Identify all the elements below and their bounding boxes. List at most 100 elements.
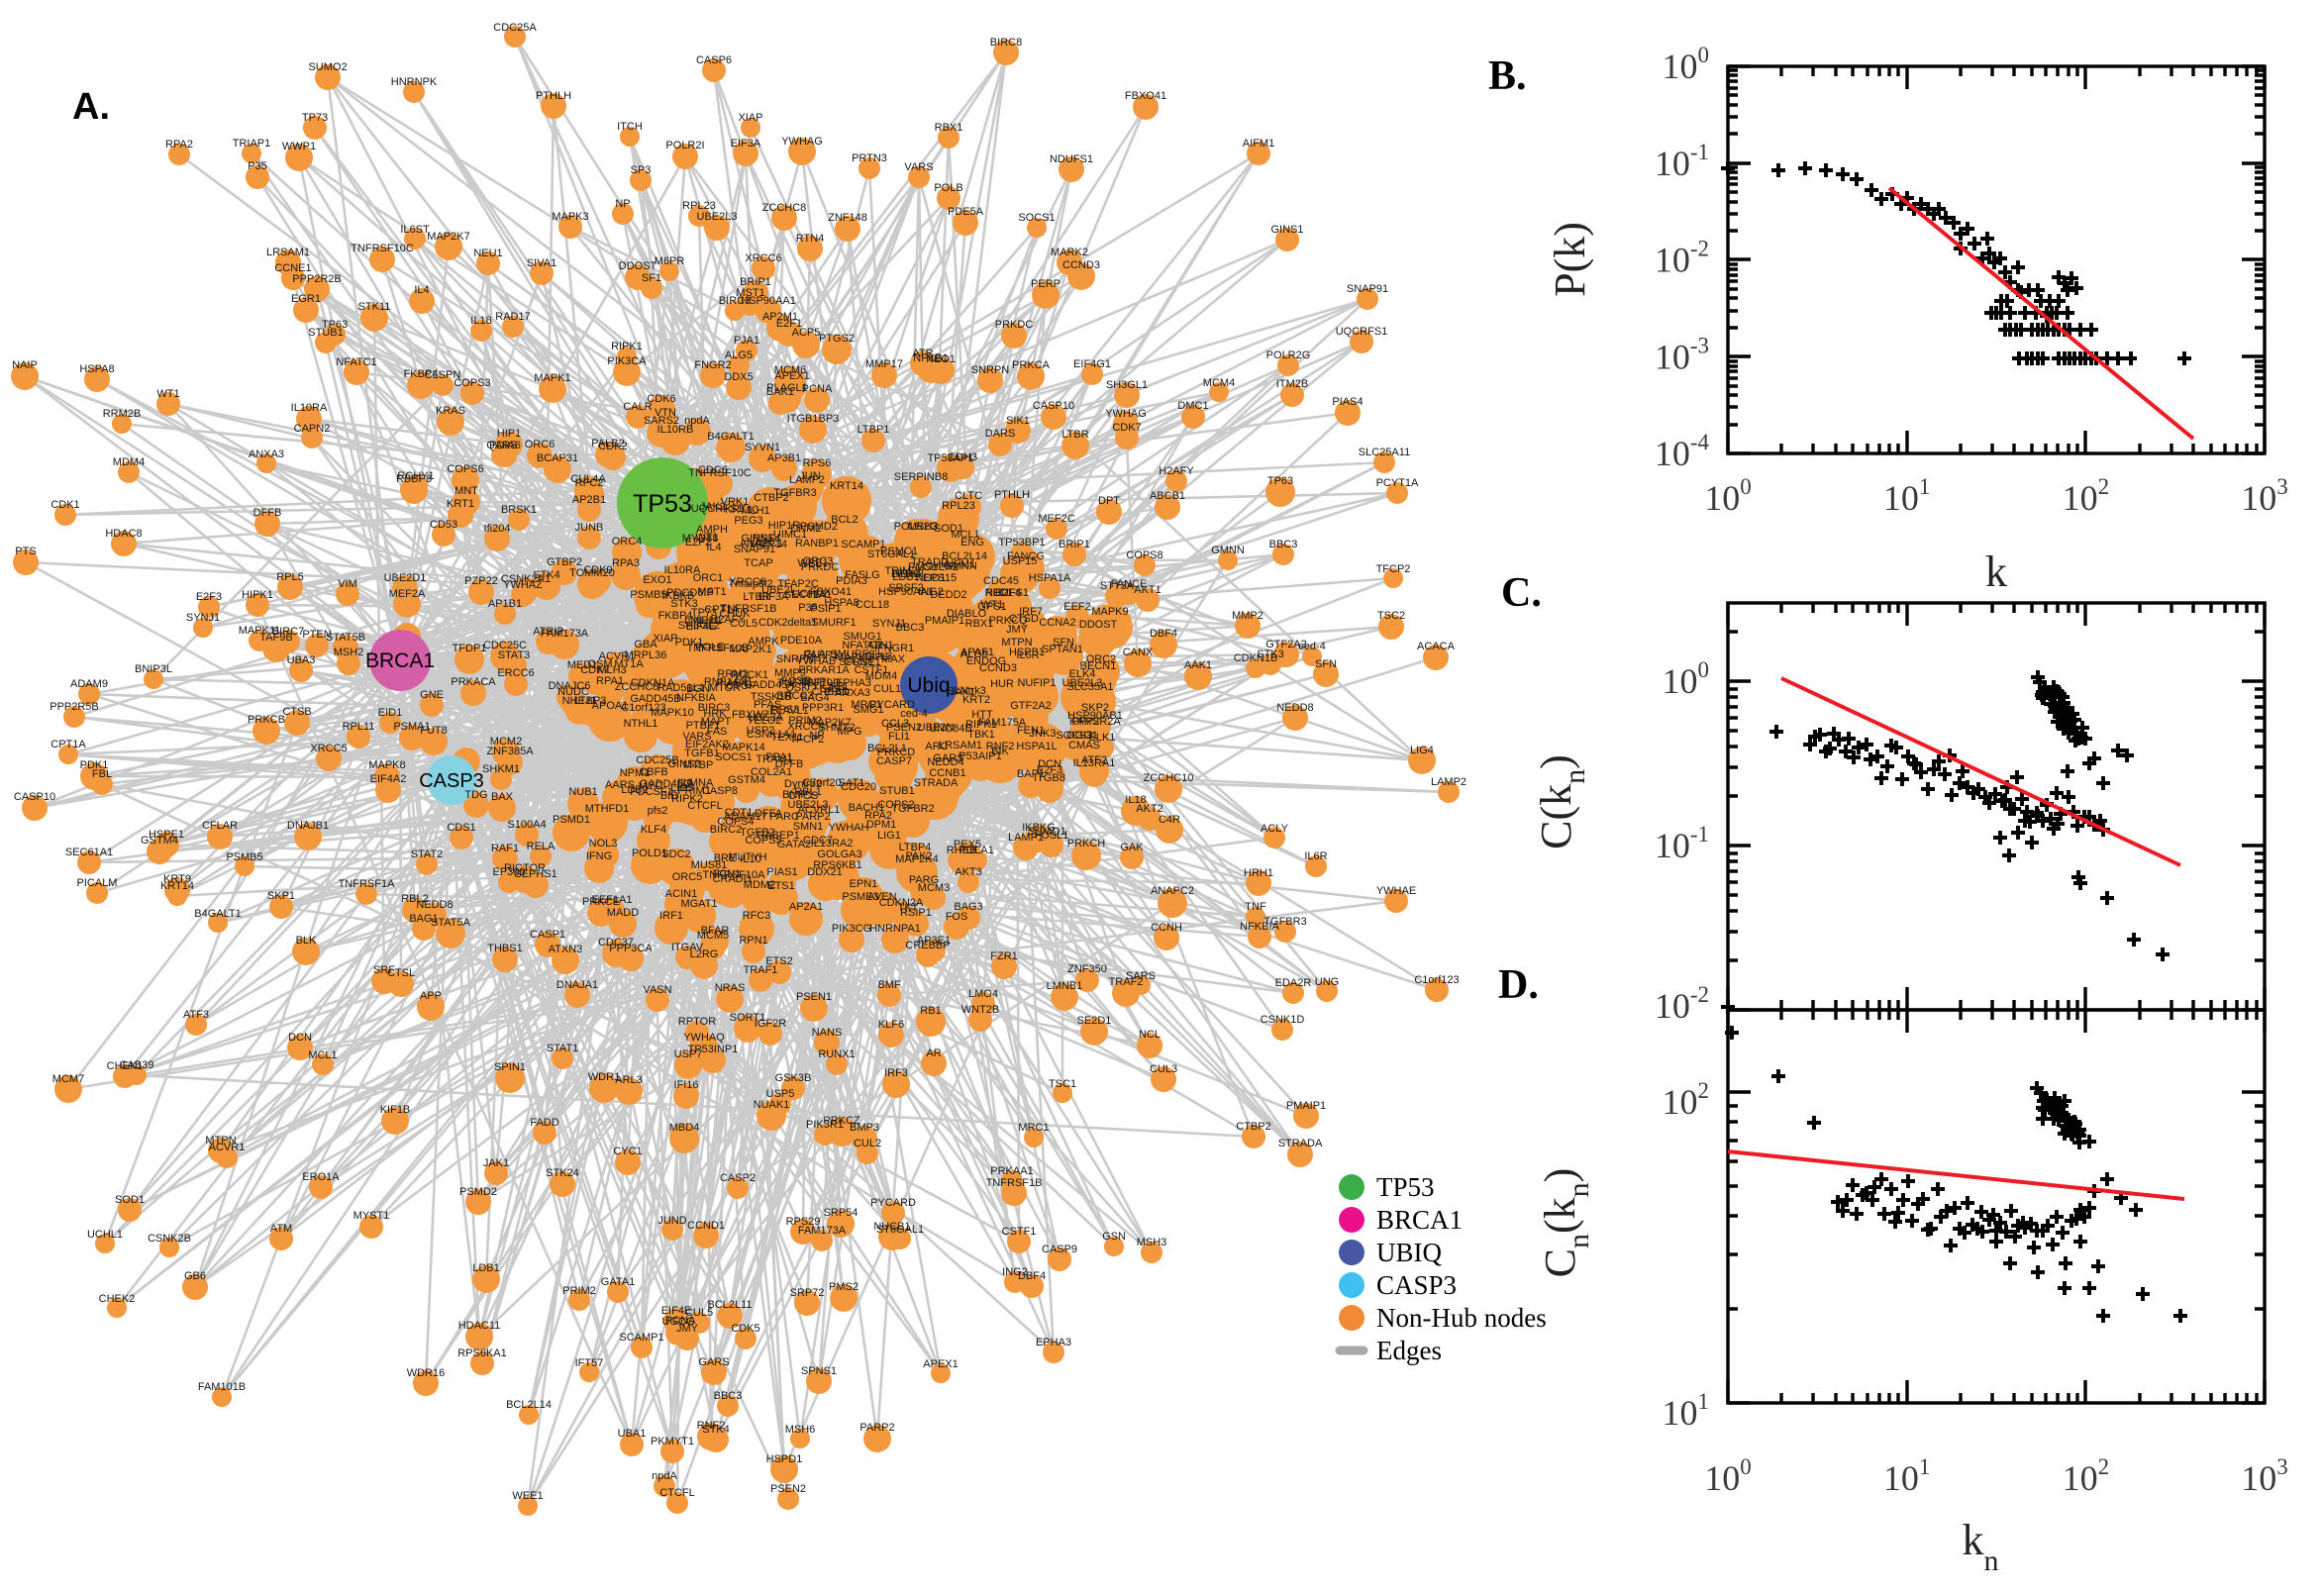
svg-text:CASP9: CASP9 — [1042, 1244, 1077, 1255]
svg-text:CUL5: CUL5 — [685, 1307, 713, 1319]
svg-text:CCND3: CCND3 — [979, 662, 1017, 674]
svg-text:ING2: ING2 — [1002, 1266, 1028, 1278]
svg-text:JAK2: JAK2 — [700, 501, 726, 513]
svg-text:RNF2: RNF2 — [986, 741, 1015, 752]
svg-text:YWHAG: YWHAG — [781, 136, 823, 148]
svg-text:IL6ST: IL6ST — [400, 224, 430, 236]
svg-text:MSH6: MSH6 — [785, 1424, 816, 1436]
svg-text:POLB: POLB — [934, 182, 962, 194]
svg-text:TNFRSF10C: TNFRSF10C — [688, 467, 752, 479]
svg-text:NUDC: NUDC — [557, 686, 589, 698]
svg-text:PSEN2: PSEN2 — [886, 722, 922, 734]
svg-text:NAIP: NAIP — [12, 359, 38, 371]
svg-text:PEX5: PEX5 — [954, 839, 981, 850]
svg-text:RHEB: RHEB — [947, 845, 977, 856]
svg-text:A.: A. — [72, 86, 110, 128]
svg-text:LIG3: LIG3 — [670, 782, 694, 794]
svg-text:CBFB: CBFB — [639, 766, 667, 778]
svg-text:MEF2C: MEF2C — [1038, 513, 1074, 525]
svg-text:NRAS: NRAS — [715, 982, 746, 994]
svg-text:EIF4A2: EIF4A2 — [370, 773, 407, 785]
svg-text:POLE: POLE — [695, 642, 724, 653]
svg-text:TFAP2C: TFAP2C — [777, 578, 819, 590]
svg-text:SRP72: SRP72 — [790, 1287, 825, 1299]
svg-text:IFNGR1: IFNGR1 — [874, 643, 914, 654]
svg-text:NOD1: NOD1 — [916, 572, 947, 584]
svg-text:DFFB: DFFB — [253, 507, 282, 519]
svg-text:MAPK10: MAPK10 — [651, 707, 693, 719]
svg-text:PARP2: PARP2 — [859, 1422, 894, 1434]
svg-text:FNGR2: FNGR2 — [694, 359, 731, 371]
svg-text:ERCC6: ERCC6 — [497, 667, 534, 679]
svg-text:BCL2: BCL2 — [831, 514, 858, 526]
svg-text:CAPN2: CAPN2 — [294, 423, 331, 435]
svg-text:PTEN: PTEN — [302, 629, 331, 641]
svg-text:TNFRSF10C: TNFRSF10C — [351, 243, 414, 254]
svg-text:GSN: GSN — [1102, 1231, 1126, 1243]
svg-text:ARC: ARC — [925, 741, 948, 752]
svg-text:IL18: IL18 — [470, 315, 491, 327]
svg-text:PDIA6: PDIA6 — [489, 440, 521, 451]
svg-text:BCL2L11: BCL2L11 — [707, 1299, 752, 1311]
svg-text:PTS: PTS — [15, 546, 36, 557]
svg-text:ST6GAL1: ST6GAL1 — [867, 549, 915, 560]
svg-text:C.: C. — [1501, 570, 1542, 616]
svg-text:RPS29: RPS29 — [786, 1216, 821, 1228]
svg-text:VARS: VARS — [682, 731, 711, 743]
svg-text:CD53: CD53 — [430, 519, 457, 531]
svg-text:NTHL1: NTHL1 — [624, 718, 658, 730]
svg-text:LAMP2: LAMP2 — [789, 474, 825, 486]
svg-text:COPS2: COPS2 — [877, 799, 914, 811]
svg-text:LTBP3: LTBP3 — [574, 695, 607, 707]
svg-text:IRF1: IRF1 — [659, 910, 683, 922]
svg-text:STT3A: STT3A — [1100, 580, 1135, 592]
svg-text:CCNA2: CCNA2 — [1039, 617, 1075, 629]
svg-text:HSPA1L: HSPA1L — [1016, 741, 1057, 752]
svg-text:MCL1: MCL1 — [951, 529, 979, 541]
svg-text:MT1A: MT1A — [614, 658, 644, 670]
svg-text:SEPHS1: SEPHS1 — [514, 868, 556, 880]
svg-text:TP53BP1: TP53BP1 — [998, 537, 1045, 549]
svg-text:SMURF2: SMURF2 — [830, 648, 874, 660]
svg-text:ING2: ING2 — [918, 586, 944, 598]
svg-text:UBE2L3: UBE2L3 — [697, 211, 738, 223]
svg-text:RBL2: RBL2 — [401, 893, 429, 905]
svg-text:RUNX1: RUNX1 — [818, 1048, 855, 1060]
svg-text:PRKDC: PRKDC — [995, 319, 1034, 331]
svg-text:BAK1: BAK1 — [766, 386, 794, 398]
svg-text:ACLY: ACLY — [1261, 823, 1289, 835]
svg-text:NEDD4: NEDD4 — [927, 756, 963, 768]
svg-text:PRKCH: PRKCH — [1067, 838, 1106, 849]
svg-text:DCN: DCN — [288, 1032, 312, 1044]
svg-text:NANS: NANS — [812, 1027, 843, 1039]
svg-text:CASP3: CASP3 — [1376, 1270, 1457, 1300]
svg-text:GSTM4: GSTM4 — [728, 774, 765, 786]
svg-text:RAD17: RAD17 — [495, 311, 530, 323]
svg-text:PDCD6IP: PDCD6IP — [666, 587, 714, 599]
svg-text:WEE1: WEE1 — [512, 1490, 543, 1502]
svg-text:ZCCHC8: ZCCHC8 — [615, 681, 659, 693]
svg-text:PCNA: PCNA — [802, 383, 833, 395]
svg-text:YWHAZ: YWHAZ — [503, 579, 543, 591]
svg-text:MMP2: MMP2 — [1232, 610, 1263, 622]
svg-text:LTBP1: LTBP1 — [858, 424, 890, 436]
svg-text:CDK2deltaT: CDK2deltaT — [758, 617, 818, 629]
svg-text:SMG1: SMG1 — [853, 704, 883, 716]
svg-text:MSH3: MSH3 — [1137, 1237, 1167, 1248]
svg-text:FASLG: FASLG — [845, 569, 879, 581]
svg-text:PCYT1A: PCYT1A — [1376, 477, 1419, 489]
svg-text:BIRC3: BIRC3 — [698, 702, 730, 714]
svg-text:SH3GL2: SH3GL2 — [678, 620, 720, 632]
svg-text:UBE3A: UBE3A — [748, 712, 784, 724]
svg-text:MADD: MADD — [607, 907, 639, 919]
svg-text:BRCA1: BRCA1 — [1376, 1205, 1463, 1235]
svg-text:GTF2A2: GTF2A2 — [1265, 639, 1307, 650]
svg-text:TNFRSF1A: TNFRSF1A — [339, 878, 396, 890]
svg-text:USP2: USP2 — [747, 725, 775, 737]
svg-text:NP: NP — [615, 198, 630, 210]
svg-text:TP63: TP63 — [1267, 475, 1293, 487]
svg-text:ETS2: ETS2 — [765, 955, 793, 967]
svg-text:TRAF1: TRAF1 — [744, 964, 778, 976]
svg-text:BAG1: BAG1 — [409, 913, 438, 925]
svg-text:CHEK2: CHEK2 — [923, 561, 960, 573]
